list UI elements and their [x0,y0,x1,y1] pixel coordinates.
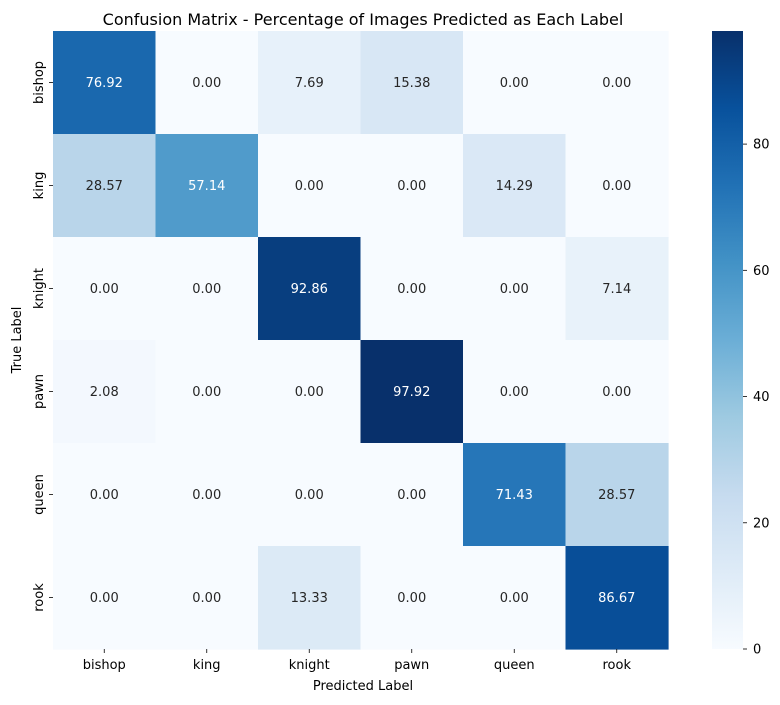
cell-value-label: 0.00 [192,488,221,503]
y-tick-label: bishop [32,61,47,104]
heatmap-cell [360,237,464,341]
cell-value-label: 0.00 [90,488,119,503]
heatmap-cell [155,340,259,444]
x-tick-label: rook [603,658,632,673]
cell-value-label: 92.86 [291,282,328,297]
y-tick-label: knight [32,268,47,309]
cell-value-label: 0.00 [397,282,426,297]
cell-value-label: 0.00 [295,179,324,194]
x-axis-label: Predicted Label [313,679,413,694]
heatmap-cell [463,31,567,135]
x-tick-labels: bishop king knight pawn queen rook [83,649,632,673]
heatmap-cell [155,134,259,238]
cell-value-label: 0.00 [500,591,529,606]
heatmap-cell [463,340,567,444]
cell-value-label: 0.00 [295,488,324,503]
heatmap-cell [53,340,157,444]
heatmap-cell [463,546,567,650]
cell-value-label: 0.00 [602,385,631,400]
cell-value-label: 28.57 [598,488,635,503]
cell-value-label: 0.00 [90,591,119,606]
heatmap-cell [53,134,157,238]
heatmap-cell [360,443,464,547]
heatmap-cell [258,237,362,341]
colorbar-tick-label: 0 [753,643,761,658]
cell-value-label: 2.08 [90,385,119,400]
cell-value-label: 15.38 [393,76,430,91]
cell-value-label: 0.00 [500,76,529,91]
heatmap-cell [155,546,259,650]
colorbar-tick-label: 40 [753,390,770,405]
cell-value-label: 0.00 [295,385,324,400]
heatmap-cell [155,237,259,341]
colorbar-tick-label: 60 [753,264,770,279]
y-tick-labels: bishop king knight pawn queen rook [32,61,53,612]
heatmap-cell [463,443,567,547]
heatmap-cell [360,340,464,444]
cell-value-label: 97.92 [393,385,430,400]
heatmap-cell [360,546,464,650]
heatmap-cell [155,31,259,135]
cell-value-label: 0.00 [192,282,221,297]
heatmap-cell [155,443,259,547]
cell-value-label: 7.14 [602,282,631,297]
colorbar: 0 20 40 60 80 [712,31,770,658]
heatmap-cell [463,134,567,238]
heatmap-cell [360,31,464,135]
heatmap-cell [258,546,362,650]
cell-value-label: 71.43 [496,488,533,503]
heatmap-cell [53,237,157,341]
x-tick-label: queen [494,658,535,673]
cell-value-label: 86.67 [598,591,635,606]
heatmap-cell [565,443,669,547]
heatmap-cell [258,340,362,444]
x-tick-label: bishop [83,658,126,673]
heatmap-cell [565,237,669,341]
cell-value-label: 0.00 [500,282,529,297]
cell-value-label: 7.69 [295,76,324,91]
cell-value-label: 0.00 [397,591,426,606]
cell-value-label: 0.00 [192,591,221,606]
cell-value-label: 13.33 [291,591,328,606]
heatmap-cell [565,31,669,135]
cell-value-label: 14.29 [496,179,533,194]
y-tick-label: queen [32,474,47,515]
cell-value-label: 0.00 [500,385,529,400]
heatmap-cell [53,546,157,650]
heatmap-cell [565,340,669,444]
x-tick-label: knight [289,658,330,673]
heatmap-cell [53,443,157,547]
cell-value-label: 0.00 [192,76,221,91]
heatmap-cell [53,31,157,135]
y-tick-label: pawn [32,374,47,409]
y-tick-label: rook [32,583,47,612]
cell-value-label: 0.00 [90,282,119,297]
cell-value-label: 57.14 [188,179,225,194]
y-axis-label: True Label [10,307,25,375]
y-tick-label: king [32,172,47,200]
chart-title: Confusion Matrix - Percentage of Images … [103,10,624,29]
x-tick-label: pawn [394,658,429,673]
heatmap-cell [565,134,669,238]
heatmap-cell [565,546,669,650]
colorbar-gradient [712,31,743,649]
heatmap-cell [258,134,362,238]
colorbar-tick-label: 80 [753,138,770,153]
cell-value-label: 28.57 [86,179,123,194]
heatmap-cell [258,31,362,135]
heatmap-cell [258,443,362,547]
heatmap-cells: 76.92 0.00 7.69 15.38 0.00 0.00 28.57 57.14 0.00… [53,31,669,650]
heatmap-cell [463,237,567,341]
x-tick-label: king [193,658,221,673]
cell-value-label: 0.00 [602,76,631,91]
colorbar-tick-label: 20 [753,516,770,531]
cell-value-label: 0.00 [192,385,221,400]
cell-value-label: 0.00 [397,488,426,503]
cell-value-label: 76.92 [86,76,123,91]
heatmap-cell [360,134,464,238]
cell-value-label: 0.00 [602,179,631,194]
cell-value-label: 0.00 [397,179,426,194]
